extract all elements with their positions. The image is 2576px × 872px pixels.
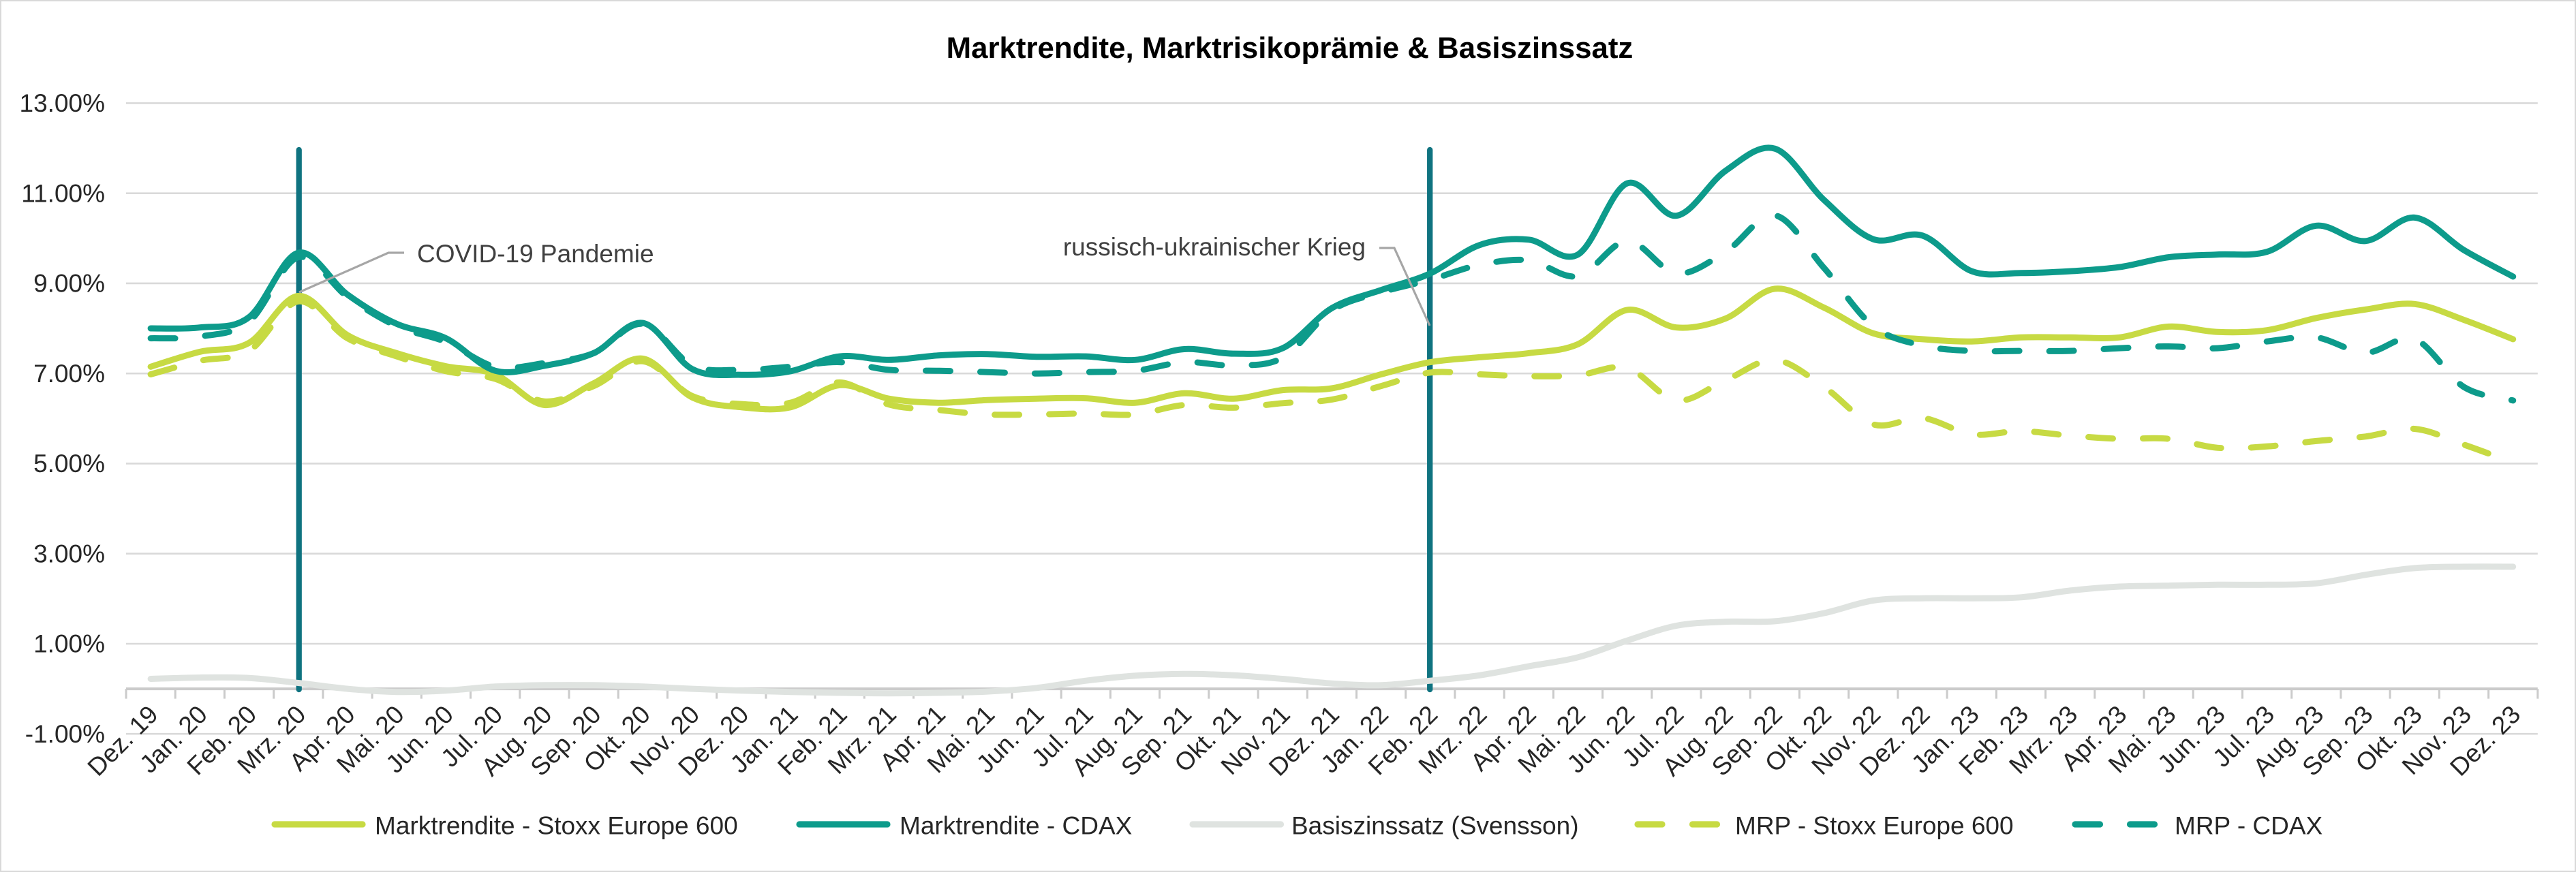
svg-text:11.00%: 11.00% bbox=[21, 179, 105, 207]
svg-text:7.00%: 7.00% bbox=[33, 360, 105, 388]
svg-text:Basiszinssatz (Svensson): Basiszinssatz (Svensson) bbox=[1291, 812, 1579, 840]
svg-text:9.00%: 9.00% bbox=[33, 270, 105, 298]
svg-text:1.00%: 1.00% bbox=[33, 630, 105, 658]
svg-text:Marktrendite - Stoxx Europe 60: Marktrendite - Stoxx Europe 600 bbox=[375, 812, 738, 840]
svg-text:5.00%: 5.00% bbox=[33, 450, 105, 478]
svg-text:Marktrendite, Marktrisikoprämi: Marktrendite, Marktrisikoprämie & Basisz… bbox=[947, 31, 1634, 65]
svg-text:Marktrendite - CDAX: Marktrendite - CDAX bbox=[900, 812, 1132, 840]
svg-text:MRP - Stoxx Europe 600: MRP - Stoxx Europe 600 bbox=[1735, 812, 2014, 840]
svg-text:13.00%: 13.00% bbox=[20, 89, 106, 117]
svg-text:MRP - CDAX: MRP - CDAX bbox=[2175, 812, 2322, 840]
svg-text:3.00%: 3.00% bbox=[33, 540, 105, 567]
svg-text:-1.00%: -1.00% bbox=[25, 720, 105, 748]
svg-text:COVID-19 Pandemie: COVID-19 Pandemie bbox=[417, 240, 654, 268]
svg-text:russisch-ukrainischer Krieg: russisch-ukrainischer Krieg bbox=[1063, 233, 1366, 261]
